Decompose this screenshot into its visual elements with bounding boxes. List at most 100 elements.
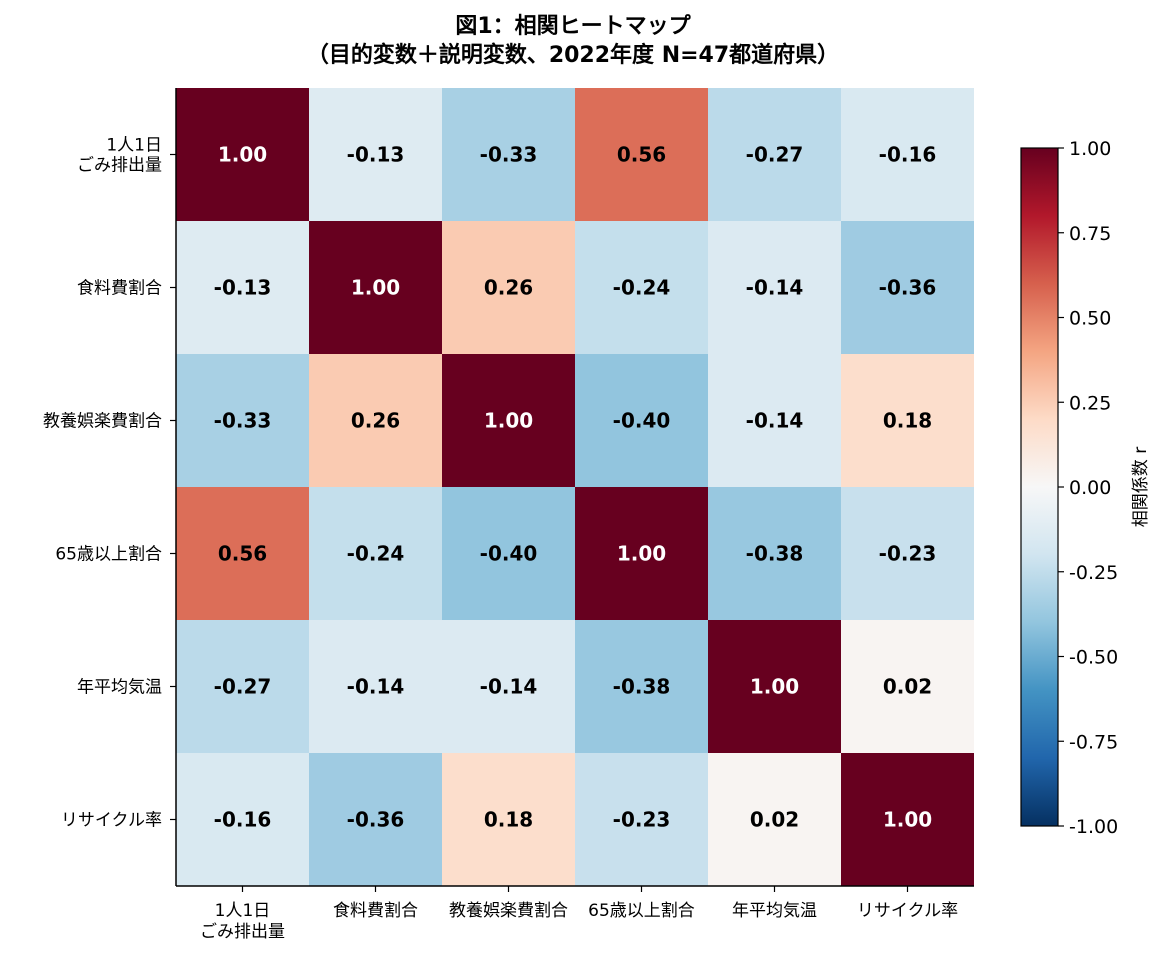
heatmap-cell xyxy=(309,354,442,487)
heatmap-cell xyxy=(708,354,841,487)
heatmap-cell-value: 0.56 xyxy=(617,143,666,167)
heatmap-cell xyxy=(575,487,708,620)
y-tick-label: 年平均気温 xyxy=(77,678,162,698)
colorbar-tick-label: 1.00 xyxy=(1069,138,1111,160)
heatmap-axes: 1人1日ごみ排出量食料費割合教養娯楽費割合65歳以上割合年平均気温リサイクル率1… xyxy=(43,88,974,942)
heatmap-cell xyxy=(442,620,575,753)
heatmap-cell-value: -0.27 xyxy=(746,143,804,167)
colorbar: 1.00 0.75 0.50 0.25 0.00 -0.25 -0.50 -0.75 -1.00… xyxy=(1020,138,1151,838)
heatmap-cell-value: -0.13 xyxy=(347,143,405,167)
heatmap-cell-value: -0.14 xyxy=(480,675,538,699)
x-tick-label: 教養娯楽費割合 xyxy=(449,901,568,921)
heatmap-cell xyxy=(442,354,575,487)
heatmap-cell-value: -0.36 xyxy=(347,808,405,832)
heatmap-cell-value: 0.02 xyxy=(883,675,932,699)
heatmap-cell xyxy=(841,620,974,753)
heatmap-cell-value: 0.26 xyxy=(484,276,533,300)
heatmap-cell-value: 1.00 xyxy=(484,409,533,433)
heatmap-cell xyxy=(309,620,442,753)
y-tick-label: 1人1日 xyxy=(106,136,162,156)
heatmap-cell-value: -0.13 xyxy=(214,276,272,300)
heatmap-cell-value: 0.56 xyxy=(218,542,267,566)
y-tick-label: 教養娯楽費割合 xyxy=(43,412,162,432)
colorbar-tick-label: -0.75 xyxy=(1069,731,1118,753)
heatmap-cell-value: -0.38 xyxy=(746,542,804,566)
colorbar-tick-label: 0.00 xyxy=(1069,477,1111,499)
y-tick-label: ごみ排出量 xyxy=(77,156,162,176)
colorbar-tick-label: 0.50 xyxy=(1069,308,1111,330)
x-tick-label: 1人1日 xyxy=(215,901,271,921)
heatmap-cell xyxy=(176,354,309,487)
colorbar-tick-label: -1.00 xyxy=(1069,816,1118,838)
heatmap-cell-value: -0.16 xyxy=(879,143,937,167)
heatmap-cell xyxy=(841,487,974,620)
heatmap-cell xyxy=(442,221,575,354)
heatmap-cell-value: 0.18 xyxy=(883,409,932,433)
heatmap-cell-value: 0.18 xyxy=(484,808,533,832)
heatmap-cell-value: -0.40 xyxy=(613,409,671,433)
heatmap-cell xyxy=(309,88,442,221)
heatmap-cell xyxy=(309,221,442,354)
heatmap-cell xyxy=(176,620,309,753)
heatmap-cell xyxy=(176,88,309,221)
heatmap-cell-value: -0.24 xyxy=(347,542,405,566)
heatmap-cell xyxy=(176,753,309,886)
heatmap-cell xyxy=(575,221,708,354)
x-tick-label: 65歳以上割合 xyxy=(588,901,695,921)
heatmap-cell xyxy=(841,354,974,487)
colorbar-tick-label: 0.75 xyxy=(1069,223,1111,245)
heatmap-cell-value: -0.23 xyxy=(879,542,937,566)
heatmap-cell-value: -0.23 xyxy=(613,808,671,832)
heatmap-cell xyxy=(841,753,974,886)
colorbar-tick-label: -0.25 xyxy=(1069,562,1118,584)
heatmap-cell xyxy=(176,487,309,620)
heatmap-cell-value: -0.14 xyxy=(746,276,804,300)
heatmap-cell xyxy=(575,620,708,753)
heatmap-cell xyxy=(708,88,841,221)
heatmap-cell-value: -0.33 xyxy=(214,409,272,433)
x-tick-label: 年平均気温 xyxy=(732,901,817,921)
y-tick-label: 65歳以上割合 xyxy=(55,545,162,565)
heatmap-cell-value: 1.00 xyxy=(218,143,267,167)
colorbar-gradient xyxy=(1020,147,1059,827)
heatmap-cell xyxy=(841,88,974,221)
x-tick-label: ごみ排出量 xyxy=(200,922,285,942)
heatmap-cell-value: 1.00 xyxy=(617,542,666,566)
heatmap-cell-value: -0.14 xyxy=(347,675,405,699)
heatmap-cell xyxy=(442,753,575,886)
heatmap-cell-value: 1.00 xyxy=(750,675,799,699)
heatmap-cells: 1.00 -0.13 -0.33 0.56 -0.27 -0.16 -0.13 1.00 0.2… xyxy=(176,88,974,886)
heatmap-cell-value: -0.16 xyxy=(214,808,272,832)
heatmap-cell-value: 0.26 xyxy=(351,409,400,433)
x-tick-label: 食料費割合 xyxy=(333,901,418,921)
heatmap-cell-value: 1.00 xyxy=(883,808,932,832)
x-tick-label: リサイクル率 xyxy=(857,901,958,921)
heatmap-cell xyxy=(575,753,708,886)
heatmap-cell xyxy=(708,221,841,354)
heatmap-cell-value: 0.02 xyxy=(750,808,799,832)
heatmap-cell-value: 1.00 xyxy=(351,276,400,300)
heatmap-cell-value: -0.36 xyxy=(879,276,937,300)
heatmap-cell-value: -0.33 xyxy=(480,143,538,167)
heatmap-cell xyxy=(708,753,841,886)
colorbar-tick-label: -0.50 xyxy=(1069,647,1118,669)
chart-title-line2: （目的変数＋説明変数、2022年度 N=47都道府県） xyxy=(307,42,839,68)
heatmap-cell xyxy=(575,88,708,221)
heatmap-cell-value: -0.40 xyxy=(480,542,538,566)
heatmap-cell-value: -0.24 xyxy=(613,276,671,300)
heatmap-cell xyxy=(708,487,841,620)
y-tick-label: 食料費割合 xyxy=(77,279,162,299)
heatmap-cell-value: -0.27 xyxy=(214,675,272,699)
heatmap-cell xyxy=(575,354,708,487)
heatmap-cell xyxy=(442,487,575,620)
heatmap-cell xyxy=(309,487,442,620)
heatmap-cell xyxy=(708,620,841,753)
colorbar-tick-label: 0.25 xyxy=(1069,392,1111,414)
heatmap-cell xyxy=(176,221,309,354)
heatmap-cell-value: -0.38 xyxy=(613,675,671,699)
chart-title-line1: 図1：相関ヒートマップ xyxy=(455,14,691,39)
y-tick-label: リサイクル率 xyxy=(61,811,162,831)
colorbar-label: 相関係数 r xyxy=(1131,447,1151,527)
heatmap-cell xyxy=(309,753,442,886)
